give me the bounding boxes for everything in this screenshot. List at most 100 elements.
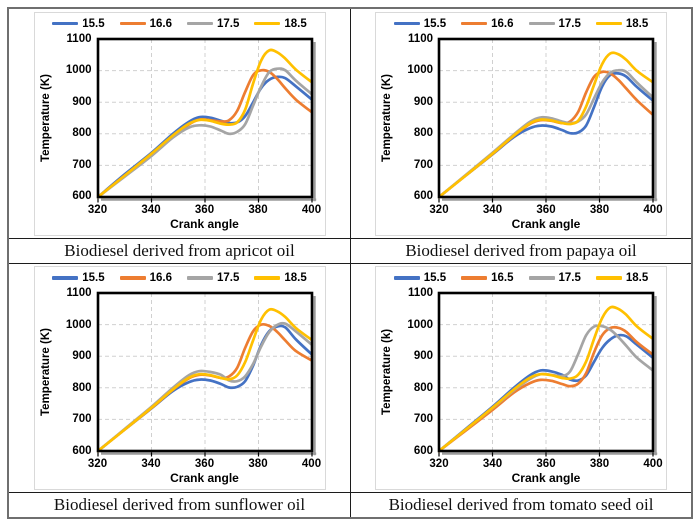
legend-label: 16.6 [149,17,172,30]
x-tick-label: 400 [643,458,663,470]
y-tick-label: 800 [72,381,92,394]
x-tick-label: 320 [87,458,108,470]
chart-cell-apricot: 15.5 16.6 17.5 18.5 Temperature (K) 1100… [9,9,350,238]
chart-caption: Biodiesel derived from tomato seed oil [388,495,654,514]
plot-area [437,291,658,457]
legend-line-swatch [52,21,79,26]
y-tick-label: 900 [72,95,92,108]
x-axis-title: Crank angle [511,471,581,485]
legend-line-swatch [461,276,488,280]
legend-item: 18.5 [254,17,307,30]
y-tick-label: 1100 [408,287,433,299]
y-tick-label: 600 [72,444,92,457]
legend-label: 17.5 [558,272,581,284]
plot-area [437,37,658,202]
x-tick-label: 340 [141,458,161,470]
x-tick-label: 340 [482,458,503,470]
x-tick-label: 400 [643,203,663,216]
legend-item: 17.5 [187,18,239,30]
legend-item: 18.5 [254,272,307,284]
legend-line-swatch [393,276,420,280]
x-tick-label: 380 [248,203,268,216]
legend: 15.5 16.6 17.5 18.5 [35,15,325,33]
legend-item: 17.5 [528,17,581,30]
legend-label: 15.5 [423,17,447,30]
legend-label: 16.6 [149,272,172,284]
legend-line-swatch [119,276,146,280]
y-tick-label: 900 [413,95,433,108]
y-tick-label: 800 [72,127,92,140]
x-tick-label: 340 [141,203,161,216]
x-axis-title: Crank angle [170,216,239,231]
plot-canvas [437,291,658,457]
legend-line-swatch [187,21,213,26]
y-axis-ticks: 1100 1000 900 800 700 600 [35,286,92,458]
legend: 15.5 16.5 17.5 18.5 [376,269,666,287]
legend-line-swatch [52,276,79,280]
plot-area [96,37,316,202]
legend-label: 18.5 [284,17,307,30]
x-axis-title: Crank angle [511,216,581,231]
chart-cell-papaya: 15.5 16.6 17.5 18.5 Temperature (K) 1100… [350,9,691,238]
y-tick-label: 700 [72,158,92,171]
y-tick-label: 900 [413,350,433,363]
x-tick-label: 400 [301,203,322,216]
legend-line-swatch [528,21,555,26]
y-tick-label: 700 [413,413,433,426]
chart-caption: Biodiesel derived from sunflower oil [53,495,306,514]
y-tick-label: 800 [413,381,433,394]
legend-line-swatch [595,276,622,280]
legend-line-swatch [187,276,213,280]
x-tick-label: 360 [194,203,215,216]
x-axis-ticks: 320 340 360 380 400 [424,458,668,470]
x-axis-ticks: 320 340 360 380 400 [83,458,327,470]
plot-canvas [96,37,316,202]
chart-apricot-oil: 15.5 16.6 17.5 18.5 Temperature (K) 1100… [33,11,327,236]
x-tick-label: 360 [194,458,215,470]
legend-label: 18.5 [625,17,649,30]
chart-sunflower-oil: 15.5 16.6 17.5 18.5 Temperature (K) 1100… [33,266,327,490]
legend: 15.5 16.6 17.5 18.5 [376,15,666,33]
y-axis-ticks: 1100 1000 900 800 700 600 [35,32,92,204]
legend-line-swatch [393,21,420,26]
x-tick-label: 380 [248,458,268,470]
x-tick-label: 380 [589,458,610,470]
legend-line-swatch [254,21,281,26]
chart-cell-tomato: 15.5 16.5 17.5 18.5 Temperature (k) 1100… [350,263,691,492]
y-tick-label: 1000 [407,64,433,77]
legend-line-swatch [119,21,146,26]
y-tick-label: 600 [413,190,433,203]
legend-item: 15.5 [52,18,105,30]
legend-item: 15.5 [393,17,447,30]
chart-papaya-oil: 15.5 16.6 17.5 18.5 Temperature (K) 1100… [375,11,667,236]
legend-label: 18.5 [284,272,307,284]
legend-item: 15.5 [393,272,446,284]
y-tick-label: 1100 [66,287,92,299]
legend-line-swatch [254,276,281,280]
y-tick-label: 600 [72,190,92,203]
legend-item: 16.6 [119,17,172,30]
chart-caption: Biodiesel derived from papaya oil [405,241,637,260]
legend-label: 16.5 [491,272,514,284]
legend-item: 17.5 [187,272,239,284]
legend-item: 15.5 [52,272,105,284]
x-tick-label: 320 [429,203,449,216]
y-axis-ticks: 1100 1000 900 800 700 600 [376,286,433,458]
x-tick-label: 400 [301,458,322,470]
plot-canvas [96,291,316,457]
x-tick-label: 360 [536,458,556,470]
x-tick-label: 360 [536,203,556,216]
caption-apricot: Biodiesel derived from apricot oil [9,238,350,263]
plot-area [96,291,316,457]
legend-label: 18.5 [625,272,649,284]
legend-label: 17.5 [217,17,240,30]
legend-label: 15.5 [82,272,105,284]
caption-papaya: Biodiesel derived from papaya oil [350,238,691,263]
legend-label: 17.5 [558,17,581,30]
legend-item: 18.5 [595,272,649,284]
legend-label: 16.6 [491,17,514,30]
x-axis-title: Crank angle [170,471,239,485]
chart-cell-sunflower: 15.5 16.6 17.5 18.5 Temperature (K) 1100… [9,263,350,492]
x-axis-ticks: 320 340 360 380 400 [83,204,327,216]
